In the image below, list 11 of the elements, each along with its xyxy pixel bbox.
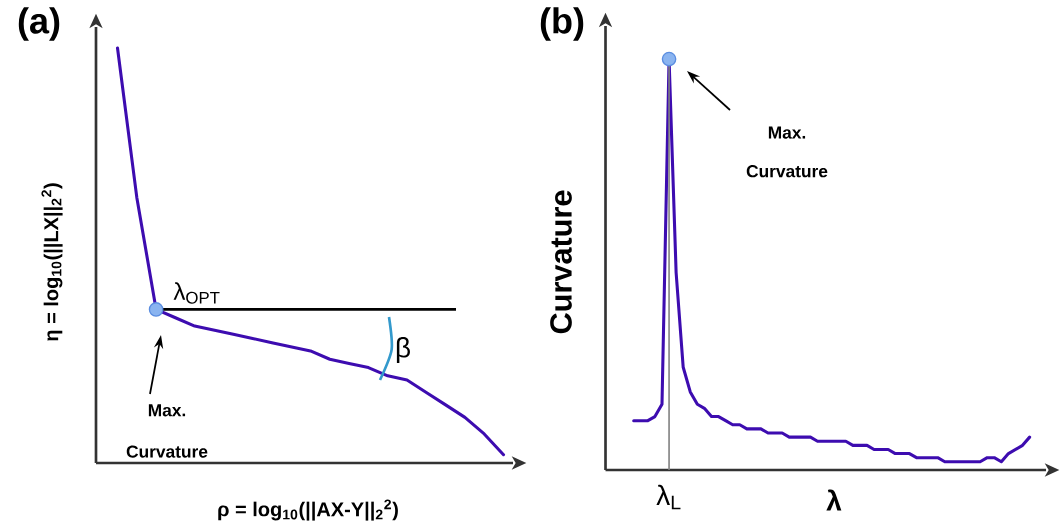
text: Max. Curvature <box>126 404 208 458</box>
y-axis-title: η = log$_{10}$(||LX||$_{2}$$^{2}$) <box>41 183 63 341</box>
text: Max. Curvature <box>746 126 828 178</box>
annotation: β <box>396 336 410 364</box>
chart-title: (b) <box>540 7 584 41</box>
x-axis-title: λ <box>826 489 842 511</box>
x-axis-title: ρ = log$_{10}$(||AX-Y||$_{2}$$^{2}$) <box>218 499 398 521</box>
y-axis-title: Curvature <box>550 190 572 334</box>
chart-title: (a) <box>18 7 60 41</box>
text: λ$_{L}$ <box>656 484 681 510</box>
annotation: λ$_{OPT}$ <box>173 282 220 304</box>
